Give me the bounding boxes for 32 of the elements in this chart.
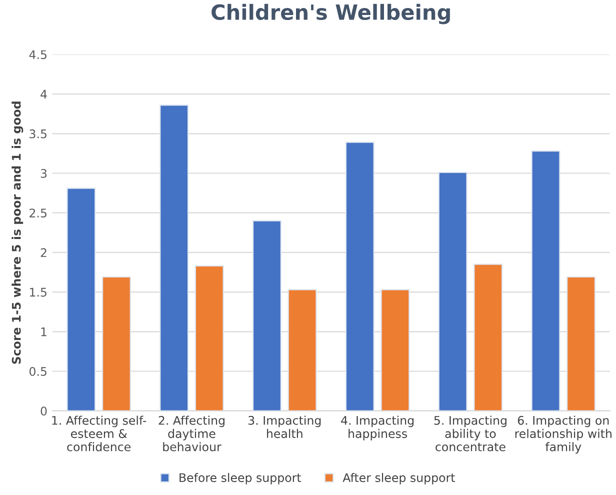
x-tick-label: 1. Affecting self- esteem & confidence bbox=[52, 416, 146, 452]
x-tick-label: 2. Affecting daytime behaviour bbox=[158, 416, 224, 452]
bar bbox=[474, 264, 503, 411]
legend-label: Before sleep support bbox=[180, 472, 302, 484]
y-tick-label: 3.5 bbox=[30, 129, 46, 138]
y-tick-label: 1 bbox=[41, 328, 46, 336]
bar bbox=[194, 265, 224, 411]
chart-title: Children's Wellbeing bbox=[212, 4, 450, 24]
bar bbox=[66, 188, 96, 411]
y-tick-label: 1.5 bbox=[30, 288, 46, 297]
y-tick-label: 4.5 bbox=[29, 50, 46, 60]
bar bbox=[531, 150, 560, 411]
bar bbox=[288, 289, 317, 411]
y-axis-title: Score 1-5 where 5 is poor and 1 is good bbox=[12, 102, 24, 364]
x-tick-label: 6. Impacting on relationship with family bbox=[515, 416, 612, 454]
y-tick-label: 3 bbox=[40, 168, 47, 178]
y-tick-label: 0.5 bbox=[30, 366, 46, 376]
bar bbox=[160, 104, 189, 411]
bar bbox=[380, 289, 410, 411]
bar bbox=[345, 142, 374, 411]
x-tick-label: 3. Impacting health bbox=[248, 416, 321, 438]
x-tick-label: 5. Impacting ability to concentrate bbox=[434, 416, 506, 452]
bar bbox=[438, 172, 468, 411]
y-tick-label: 2 bbox=[40, 248, 46, 257]
legend-label: After sleep support bbox=[342, 472, 455, 484]
x-tick-label: 4. Impacting happiness bbox=[341, 416, 414, 440]
y-tick-label: 4 bbox=[40, 90, 47, 99]
bar bbox=[566, 276, 596, 411]
y-tick-label: 2.5 bbox=[30, 208, 46, 218]
bar bbox=[102, 276, 131, 411]
y-tick-label: 0 bbox=[40, 406, 47, 416]
bar bbox=[252, 220, 282, 411]
